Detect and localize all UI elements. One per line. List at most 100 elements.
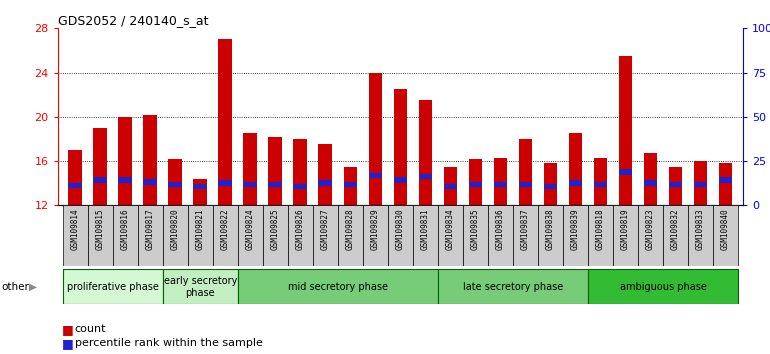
Bar [263, 205, 288, 266]
Bar [213, 205, 238, 266]
Text: GSM109833: GSM109833 [696, 208, 705, 250]
Text: other: other [2, 282, 29, 292]
Bar [518, 139, 532, 205]
Text: GSM109837: GSM109837 [521, 208, 530, 250]
Bar [594, 182, 608, 187]
Bar [288, 205, 313, 266]
Text: GSM109831: GSM109831 [421, 208, 430, 250]
Bar [112, 205, 138, 266]
Bar [518, 182, 532, 187]
Bar [469, 182, 482, 187]
Bar [538, 205, 563, 266]
Bar [219, 39, 233, 205]
Bar [69, 150, 82, 205]
Text: GSM109832: GSM109832 [671, 208, 680, 250]
Text: GSM109829: GSM109829 [371, 208, 380, 250]
Bar [494, 182, 507, 187]
Text: GSM109819: GSM109819 [621, 208, 630, 250]
Bar [438, 269, 588, 304]
Bar [618, 56, 632, 205]
Bar [93, 177, 107, 183]
Text: GSM109824: GSM109824 [246, 208, 255, 250]
Text: GSM109817: GSM109817 [146, 208, 155, 250]
Bar [343, 182, 357, 187]
Bar [369, 73, 382, 205]
Bar [444, 167, 457, 205]
Bar [269, 182, 283, 187]
Bar [88, 205, 112, 266]
Bar [138, 205, 162, 266]
Text: GSM109815: GSM109815 [95, 208, 105, 250]
Bar [463, 205, 488, 266]
Bar [568, 133, 582, 205]
Bar [143, 115, 157, 205]
Text: GSM109836: GSM109836 [496, 208, 505, 250]
Bar [544, 163, 557, 205]
Bar [269, 137, 283, 205]
Bar [413, 205, 438, 266]
Text: GSM109820: GSM109820 [171, 208, 180, 250]
Bar [319, 181, 332, 186]
Bar [93, 128, 107, 205]
Bar [469, 159, 482, 205]
Text: GSM109822: GSM109822 [221, 208, 229, 250]
Bar [62, 269, 162, 304]
Bar [694, 182, 708, 187]
Bar [143, 179, 157, 185]
Bar [419, 174, 432, 179]
Bar [613, 205, 638, 266]
Text: GSM109838: GSM109838 [546, 208, 555, 250]
Bar [162, 269, 238, 304]
Text: GSM109821: GSM109821 [196, 208, 205, 250]
Bar [363, 205, 388, 266]
Bar [62, 205, 88, 266]
Text: GSM109823: GSM109823 [646, 208, 655, 250]
Bar [594, 158, 608, 205]
Text: ▶: ▶ [29, 282, 37, 292]
Bar [319, 144, 332, 205]
Text: GSM109840: GSM109840 [721, 208, 730, 250]
Bar [668, 182, 682, 187]
Bar [718, 177, 732, 183]
Bar [193, 184, 207, 189]
Text: ■: ■ [62, 323, 73, 336]
Text: count: count [75, 324, 106, 334]
Text: GSM109818: GSM109818 [596, 208, 605, 250]
Bar [162, 205, 188, 266]
Text: GSM109839: GSM109839 [571, 208, 580, 250]
Bar [544, 184, 557, 189]
Bar [393, 89, 407, 205]
Bar [293, 184, 307, 189]
Bar [644, 181, 658, 186]
Bar [419, 100, 432, 205]
Bar [618, 169, 632, 175]
Text: GSM109830: GSM109830 [396, 208, 405, 250]
Bar [438, 205, 463, 266]
Bar [238, 269, 438, 304]
Bar [69, 183, 82, 188]
Bar [388, 205, 413, 266]
Bar [393, 177, 407, 183]
Bar [313, 205, 338, 266]
Bar [713, 205, 738, 266]
Bar [494, 158, 507, 205]
Bar [238, 205, 263, 266]
Text: ambiguous phase: ambiguous phase [620, 282, 706, 292]
Text: proliferative phase: proliferative phase [67, 282, 159, 292]
Bar [444, 184, 457, 189]
Bar [638, 205, 663, 266]
Bar [568, 181, 582, 186]
Text: mid secretory phase: mid secretory phase [288, 282, 388, 292]
Bar [193, 179, 207, 205]
Bar [169, 159, 182, 205]
Bar [513, 205, 538, 266]
Text: percentile rank within the sample: percentile rank within the sample [75, 338, 263, 348]
Bar [243, 182, 257, 187]
Bar [588, 269, 738, 304]
Text: GSM109816: GSM109816 [121, 208, 130, 250]
Text: ■: ■ [62, 337, 73, 350]
Bar [119, 177, 132, 183]
Text: GSM109834: GSM109834 [446, 208, 455, 250]
Text: late secretory phase: late secretory phase [463, 282, 563, 292]
Text: GSM109835: GSM109835 [471, 208, 480, 250]
